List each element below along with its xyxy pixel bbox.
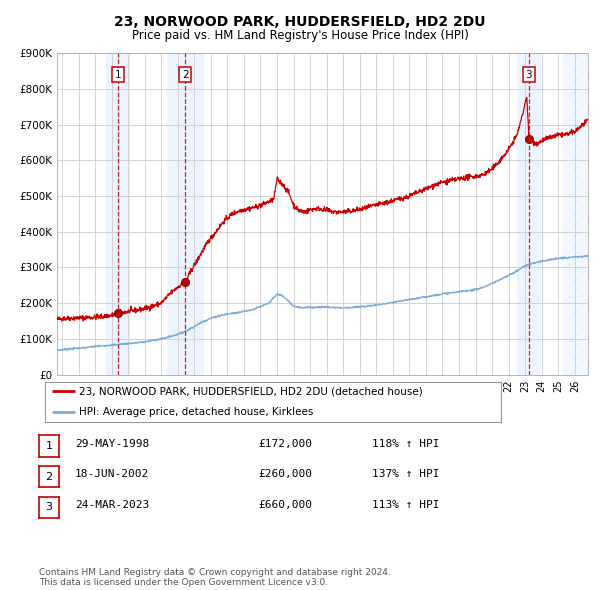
Text: £660,000: £660,000 bbox=[258, 500, 312, 510]
Text: £172,000: £172,000 bbox=[258, 439, 312, 448]
Text: 29-MAY-1998: 29-MAY-1998 bbox=[75, 439, 149, 448]
Text: 2: 2 bbox=[46, 472, 52, 481]
Text: 118% ↑ HPI: 118% ↑ HPI bbox=[372, 439, 439, 448]
Text: Price paid vs. HM Land Registry's House Price Index (HPI): Price paid vs. HM Land Registry's House … bbox=[131, 30, 469, 42]
Text: 23, NORWOOD PARK, HUDDERSFIELD, HD2 2DU: 23, NORWOOD PARK, HUDDERSFIELD, HD2 2DU bbox=[114, 15, 486, 29]
Bar bbox=[517, 53, 541, 375]
Text: 24-MAR-2023: 24-MAR-2023 bbox=[75, 500, 149, 510]
Bar bbox=[106, 53, 131, 375]
Text: 137% ↑ HPI: 137% ↑ HPI bbox=[372, 470, 439, 479]
Text: 18-JUN-2002: 18-JUN-2002 bbox=[75, 470, 149, 479]
Text: 1: 1 bbox=[115, 70, 122, 80]
Text: 23, NORWOOD PARK, HUDDERSFIELD, HD2 2DU (detached house): 23, NORWOOD PARK, HUDDERSFIELD, HD2 2DU … bbox=[79, 386, 423, 396]
Text: 3: 3 bbox=[46, 503, 52, 512]
Text: 1: 1 bbox=[46, 441, 52, 451]
Text: Contains HM Land Registry data © Crown copyright and database right 2024.
This d: Contains HM Land Registry data © Crown c… bbox=[39, 568, 391, 587]
Text: HPI: Average price, detached house, Kirklees: HPI: Average price, detached house, Kirk… bbox=[79, 407, 314, 417]
Bar bbox=[563, 53, 590, 375]
Bar bbox=[167, 53, 203, 375]
Text: 3: 3 bbox=[526, 70, 532, 80]
Text: 2: 2 bbox=[182, 70, 188, 80]
Text: 113% ↑ HPI: 113% ↑ HPI bbox=[372, 500, 439, 510]
Text: £260,000: £260,000 bbox=[258, 470, 312, 479]
